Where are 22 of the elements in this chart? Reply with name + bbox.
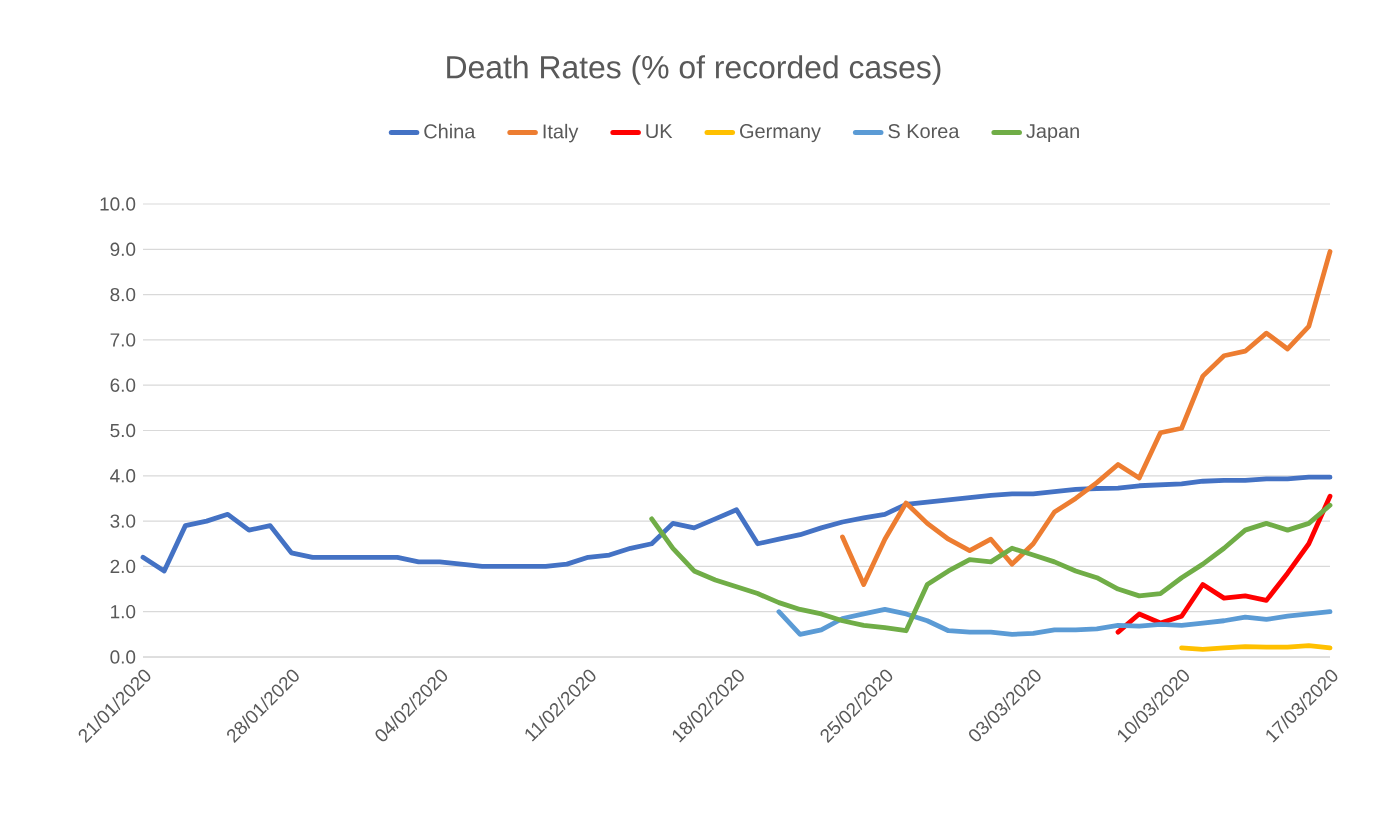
y-tick-label: 7.0 bbox=[110, 333, 136, 347]
y-tick-label: 3.0 bbox=[110, 514, 136, 528]
y-tick-label: 0.0 bbox=[110, 650, 136, 664]
legend-label: Japan bbox=[1026, 124, 1079, 143]
chart-title: Death Rates (% of recorded cases) bbox=[447, 55, 941, 85]
y-tick-label: 1.0 bbox=[111, 605, 136, 619]
legend-label: Italy bbox=[543, 123, 579, 143]
legend-label: China bbox=[424, 123, 476, 139]
y-tick-label: 9.0 bbox=[110, 242, 136, 256]
legend-label: UK bbox=[646, 124, 673, 139]
y-tick-label: 10.0 bbox=[100, 197, 136, 211]
legend-label: S Korea bbox=[888, 124, 960, 139]
legend-label: Germany bbox=[740, 124, 821, 143]
y-tick-label: 5.0 bbox=[110, 423, 136, 438]
line-series bbox=[776, 607, 1333, 637]
y-tick-label: 6.0 bbox=[110, 378, 136, 392]
line-series bbox=[1115, 493, 1333, 635]
y-tick-label: 2.0 bbox=[110, 559, 136, 574]
line-series bbox=[840, 249, 1333, 587]
y-tick-label: 8.0 bbox=[110, 287, 136, 302]
y-tick-label: 4.0 bbox=[110, 469, 136, 483]
line-series bbox=[649, 502, 1333, 634]
